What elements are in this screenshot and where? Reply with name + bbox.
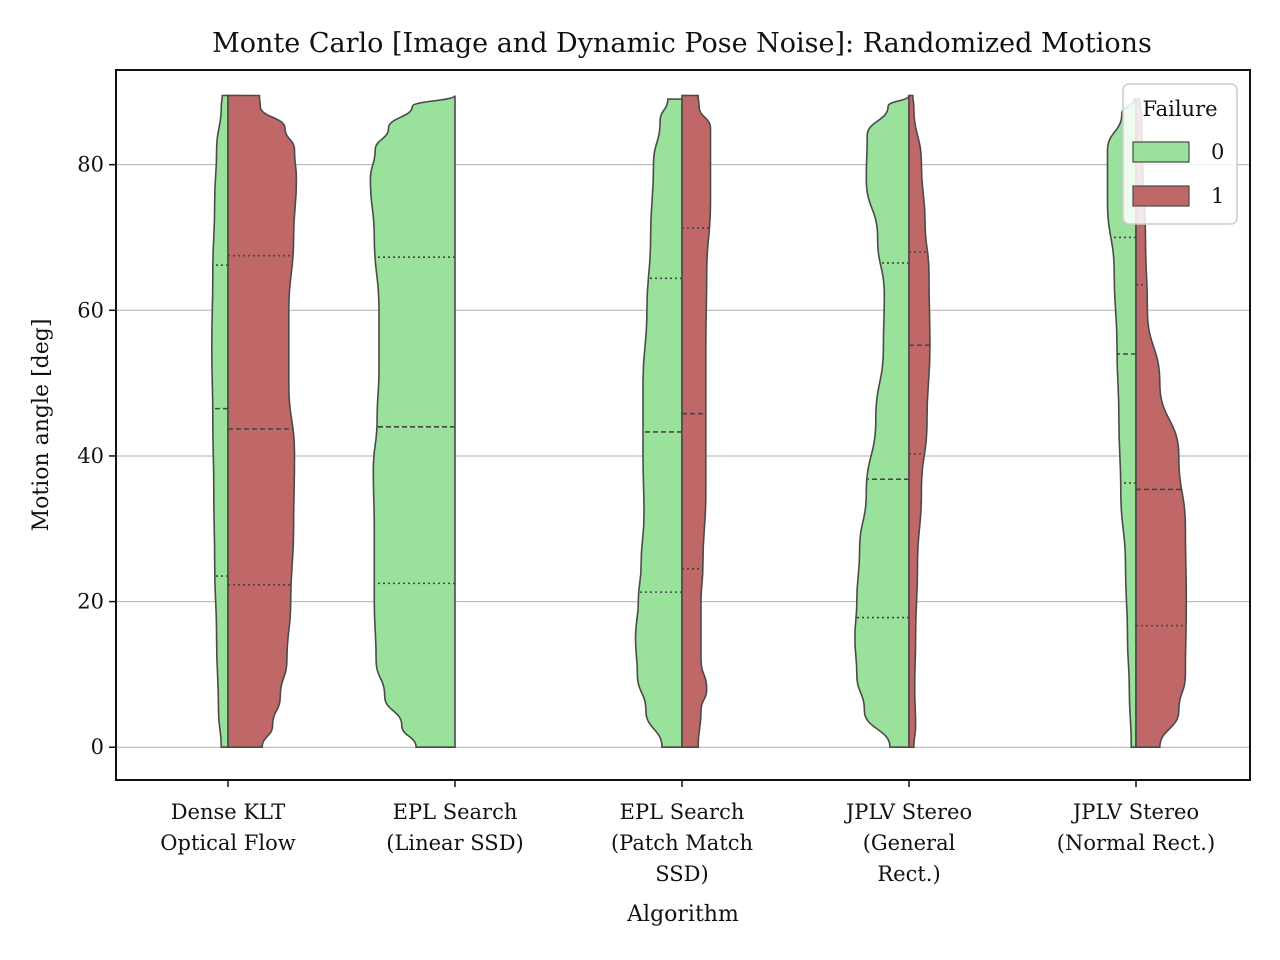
x-tick-label: EPL Search (Patch Match SSD) (611, 800, 753, 886)
y-tick-label: 80 (77, 153, 104, 177)
legend-label-1: 1 (1211, 184, 1224, 208)
y-axis-label: Motion angle [deg] (29, 319, 54, 532)
y-tick-label: 40 (77, 444, 104, 468)
y-tick-label: 60 (77, 298, 104, 322)
violin-half-1-3 (681, 94, 712, 749)
violin-half-1-4 (908, 94, 931, 749)
legend-swatch-1 (1132, 185, 1190, 207)
violins (210, 94, 1188, 749)
legend-swatch-0 (1132, 141, 1190, 163)
y-tick-label: 20 (77, 590, 104, 614)
violin-half-0-4 (854, 95, 910, 749)
legend-label-0: 0 (1211, 140, 1224, 164)
quartile-lines (212, 227, 1187, 627)
y-axis: 0 20 40 60 80 (77, 153, 116, 759)
legend: Failure 0 1 (1122, 83, 1238, 225)
x-axis: Dense KLT Optical Flow EPL Search (Linear S… (160, 780, 1215, 886)
x-tick-label: Dense KLT Optical Flow (160, 800, 295, 855)
x-axis-label: Algorithm (626, 902, 739, 927)
plot-frame (115, 69, 1251, 781)
y-tick-label: 0 (91, 735, 104, 759)
legend-title: Failure (1142, 97, 1217, 121)
violin-half-0-3 (634, 98, 683, 749)
x-tick-label: EPL Search (Linear SSD) (386, 800, 523, 855)
chart-title: Monte Carlo [Image and Dynamic Pose Nois… (212, 28, 1152, 59)
violin-half-0-5 (1106, 98, 1137, 749)
violin-half-1-1 (227, 94, 298, 749)
x-tick-label: JPLV Stereo (Normal Rect.) (1057, 800, 1215, 855)
violin-half-0-2 (369, 94, 456, 749)
violin-half-0-1 (210, 94, 229, 749)
x-tick-label: JPLV Stereo (General Rect.) (844, 800, 972, 886)
